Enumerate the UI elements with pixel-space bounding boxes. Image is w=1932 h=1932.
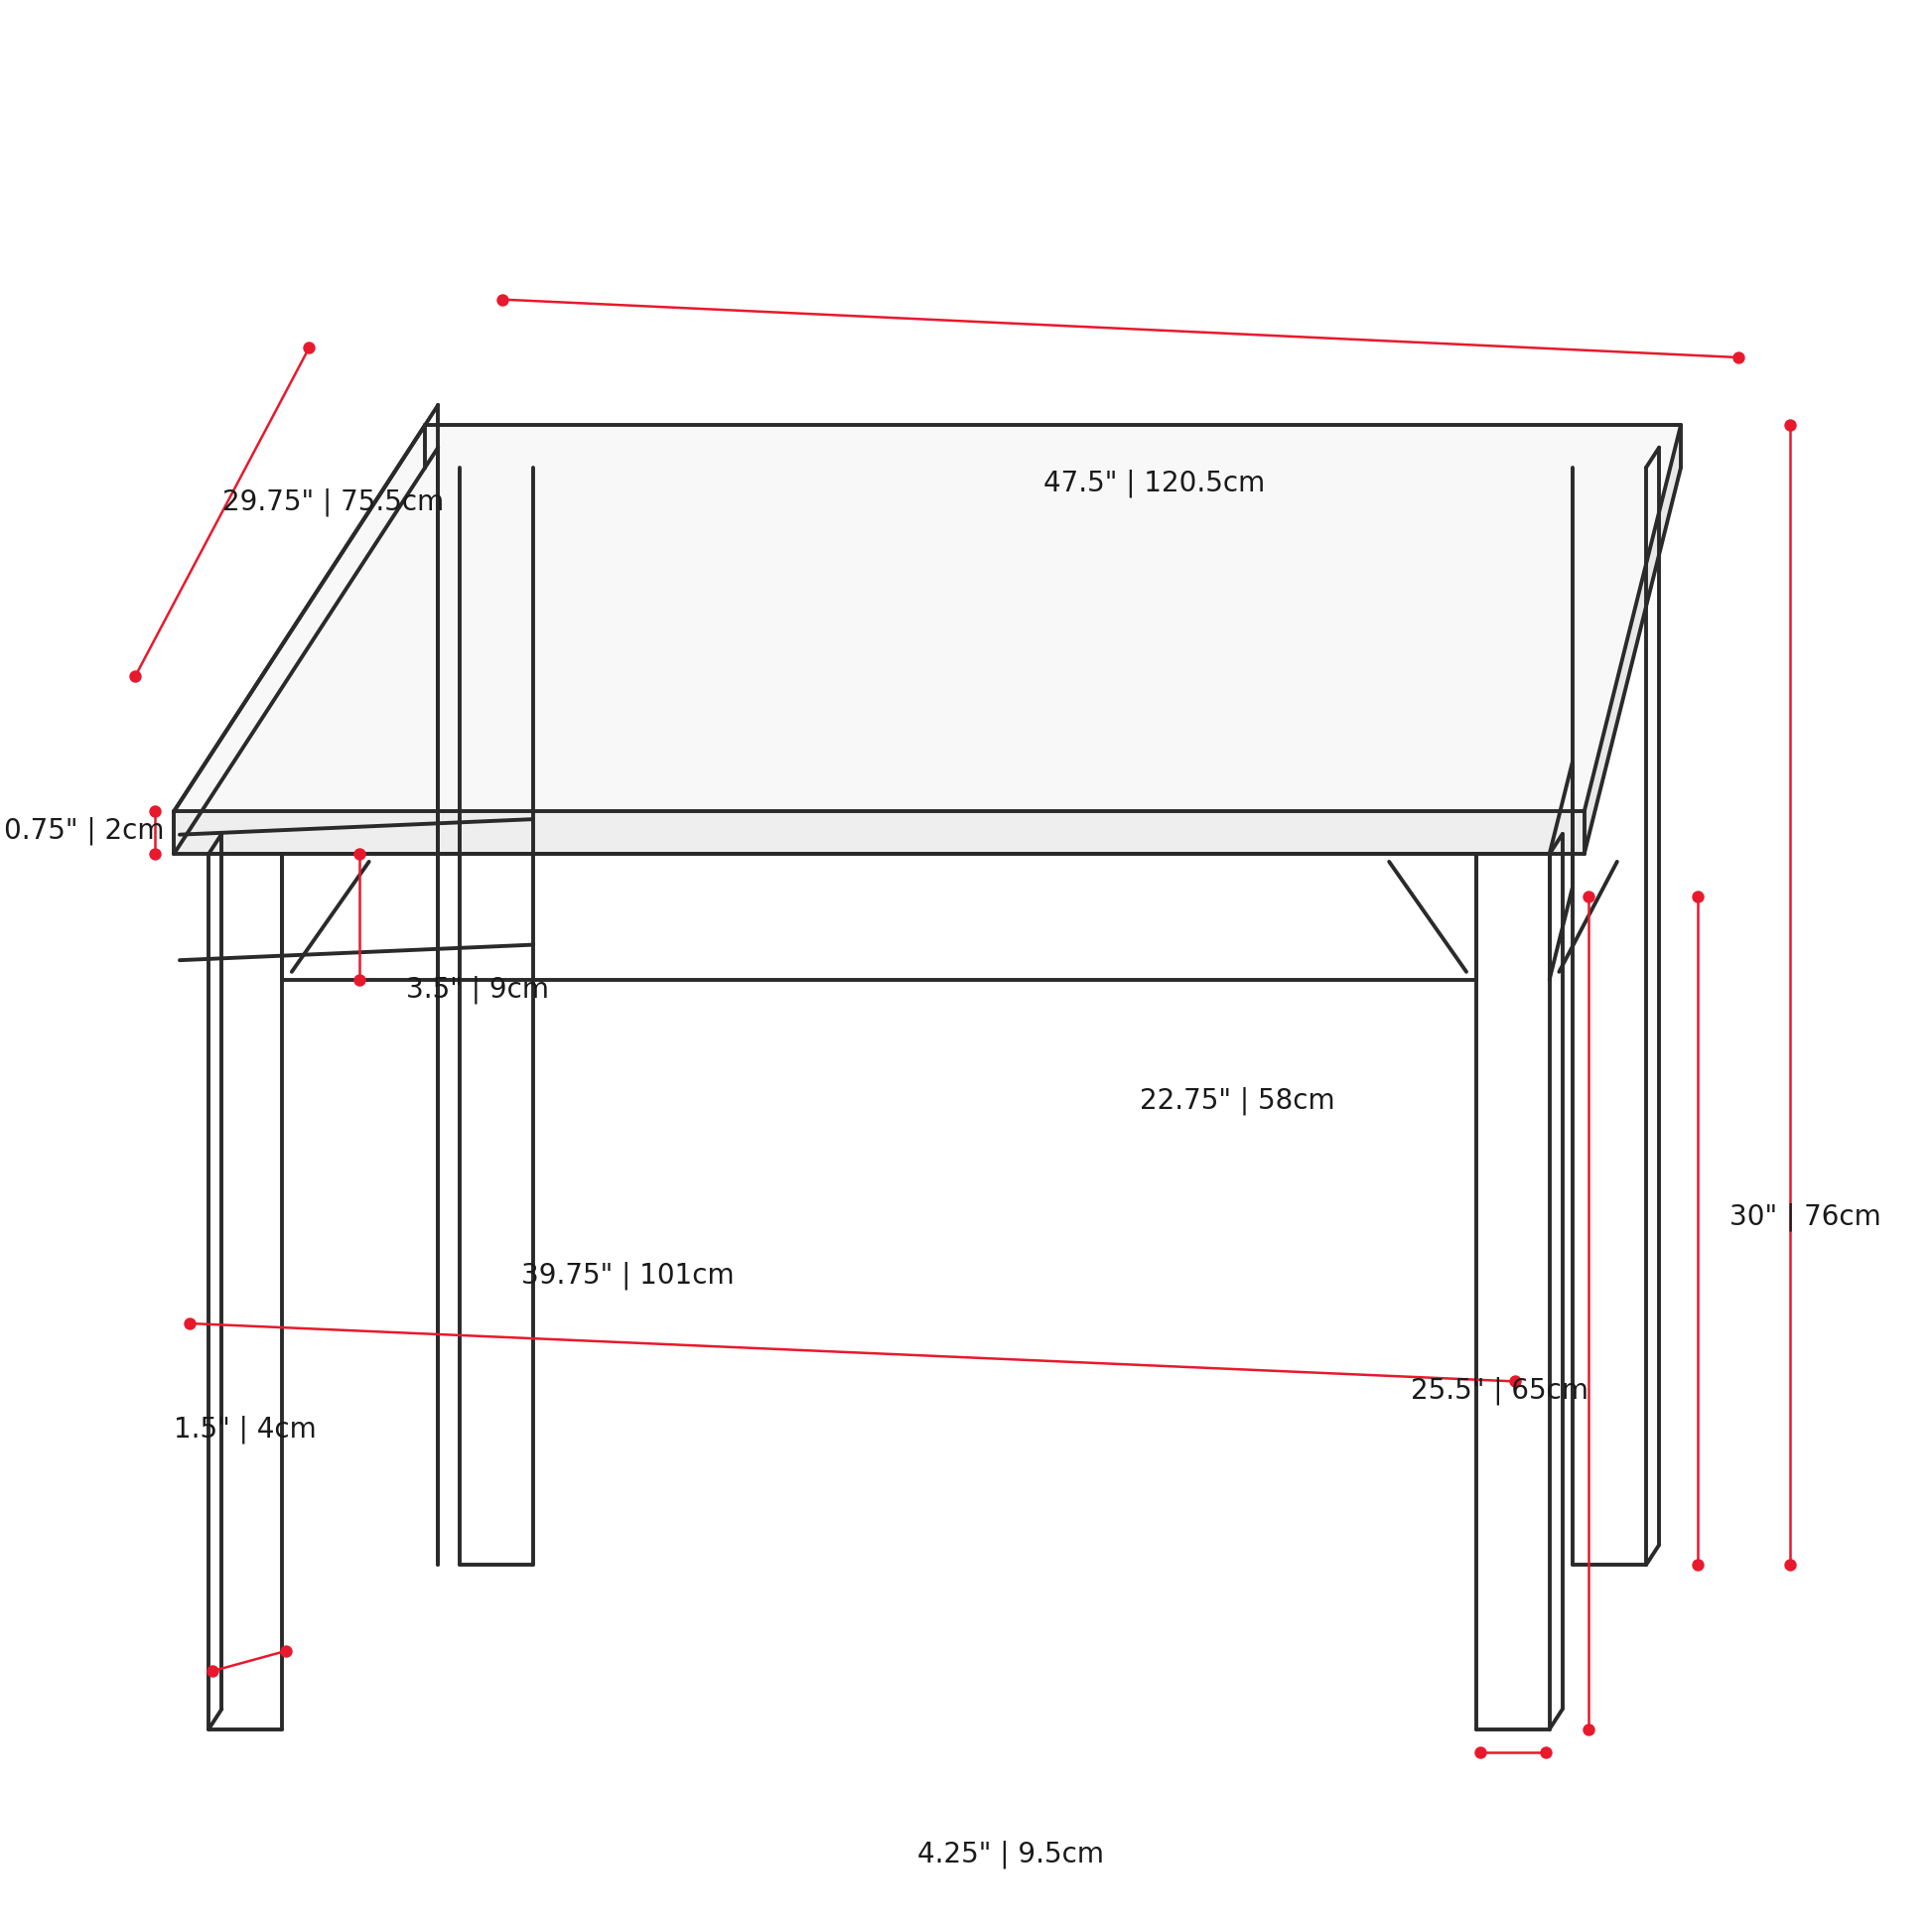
Text: 22.75" | 58cm: 22.75" | 58cm bbox=[1140, 1088, 1335, 1115]
Point bbox=[294, 332, 325, 363]
Text: 47.5" | 120.5cm: 47.5" | 120.5cm bbox=[1043, 469, 1265, 497]
Point bbox=[1464, 1737, 1495, 1768]
Point bbox=[1683, 881, 1714, 912]
Point bbox=[1573, 1714, 1604, 1745]
Text: 25.5" | 65cm: 25.5" | 65cm bbox=[1410, 1378, 1588, 1405]
Text: 39.75" | 101cm: 39.75" | 101cm bbox=[522, 1262, 734, 1289]
Point bbox=[1776, 410, 1806, 440]
Text: 4.25" | 9.5cm: 4.25" | 9.5cm bbox=[918, 1841, 1105, 1868]
Polygon shape bbox=[174, 811, 1584, 854]
Text: 3.5" | 9cm: 3.5" | 9cm bbox=[406, 976, 549, 1003]
Point bbox=[174, 1308, 205, 1339]
Polygon shape bbox=[174, 425, 1681, 811]
Point bbox=[120, 661, 151, 692]
Point bbox=[197, 1656, 228, 1687]
Text: 29.75" | 75.5cm: 29.75" | 75.5cm bbox=[222, 489, 444, 516]
Point bbox=[1530, 1737, 1561, 1768]
Point bbox=[1499, 1366, 1530, 1397]
Point bbox=[270, 1636, 301, 1667]
Point bbox=[1723, 342, 1754, 373]
Point bbox=[487, 284, 518, 315]
Text: 30" | 76cm: 30" | 76cm bbox=[1729, 1204, 1880, 1231]
Point bbox=[344, 964, 375, 995]
Polygon shape bbox=[1584, 425, 1681, 854]
Point bbox=[139, 838, 170, 869]
Point bbox=[1573, 881, 1604, 912]
Text: 1.5" | 4cm: 1.5" | 4cm bbox=[174, 1416, 317, 1443]
Text: 0.75" | 2cm: 0.75" | 2cm bbox=[4, 817, 164, 844]
Point bbox=[139, 796, 170, 827]
Point bbox=[344, 838, 375, 869]
Point bbox=[1776, 1549, 1806, 1580]
Point bbox=[1683, 1549, 1714, 1580]
